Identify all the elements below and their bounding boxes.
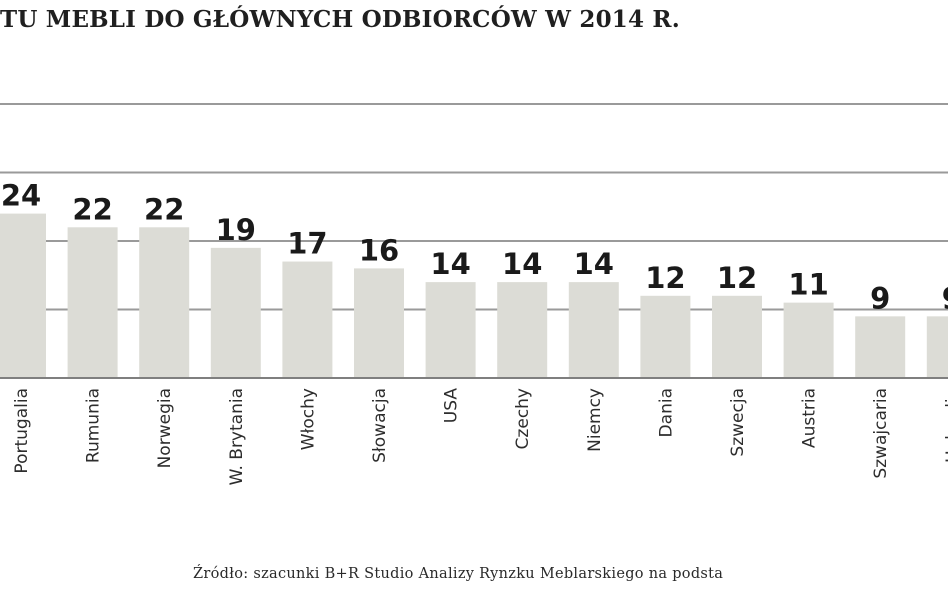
- value-labels: 24 22 22 19 17 16 14 14 14 12 12 11 9 9: [1, 179, 948, 316]
- value-label-1: 22: [72, 192, 112, 226]
- category-label-7: Czechy: [513, 388, 533, 449]
- value-label-5: 16: [359, 233, 399, 267]
- bar-8: [568, 282, 619, 378]
- category-label-4: Włochy: [298, 388, 318, 450]
- category-label-8: Niemcy: [585, 388, 605, 452]
- bar-9: [640, 295, 691, 378]
- category-label-0: Portugalia: [12, 388, 32, 474]
- category-label-1: Rumunia: [84, 388, 104, 463]
- bar-6: [425, 282, 476, 378]
- category-labels: Portugalia Rumunia Norwegia W. Brytania Włoc…: [12, 388, 948, 486]
- bar-0: [0, 213, 46, 378]
- category-label-5: Słowacja: [370, 388, 390, 463]
- value-label-3: 19: [216, 213, 256, 247]
- bar-11: [783, 302, 834, 378]
- bar-2: [139, 227, 190, 378]
- category-label-13: Holandia: [943, 388, 948, 463]
- category-label-12: Szwajcaria: [871, 388, 891, 479]
- bar-7: [497, 282, 548, 378]
- value-label-8: 14: [574, 247, 614, 281]
- category-label-6: USA: [442, 388, 462, 424]
- source-note: Źródło: szacunki B+R Studio Analizy Rynz…: [193, 566, 724, 582]
- bars: [0, 213, 948, 379]
- value-label-7: 14: [502, 247, 542, 281]
- bar-3: [210, 247, 261, 378]
- category-label-10: Szwecja: [728, 388, 748, 457]
- value-label-12: 9: [870, 281, 890, 315]
- chart-title: TU MEBLI DO GŁÓWNYCH ODBIORCÓW W 2014 R.: [0, 6, 680, 33]
- bar-12: [855, 316, 906, 378]
- category-label-11: Austria: [800, 388, 820, 448]
- value-label-6: 14: [430, 247, 470, 281]
- value-label-2: 22: [144, 192, 184, 226]
- bar-chart: 24 22 22 19 17 16 14 14 14 12 12 11 9 9 Portugalia Rum…: [0, 103, 948, 486]
- value-label-9: 12: [645, 261, 685, 295]
- value-label-4: 17: [287, 227, 327, 261]
- bar-13: [926, 316, 948, 378]
- category-label-3: W. Brytania: [227, 388, 247, 485]
- category-label-9: Dania: [656, 388, 676, 437]
- bar-1: [67, 227, 118, 378]
- bar-10: [712, 295, 762, 378]
- bar-5: [354, 268, 404, 378]
- category-label-2: Norwegia: [155, 388, 175, 468]
- value-label-10: 12: [717, 261, 757, 295]
- value-label-0: 24: [1, 179, 41, 213]
- value-label-13: 9: [942, 281, 948, 315]
- value-label-11: 11: [788, 268, 828, 302]
- bar-4: [282, 261, 333, 378]
